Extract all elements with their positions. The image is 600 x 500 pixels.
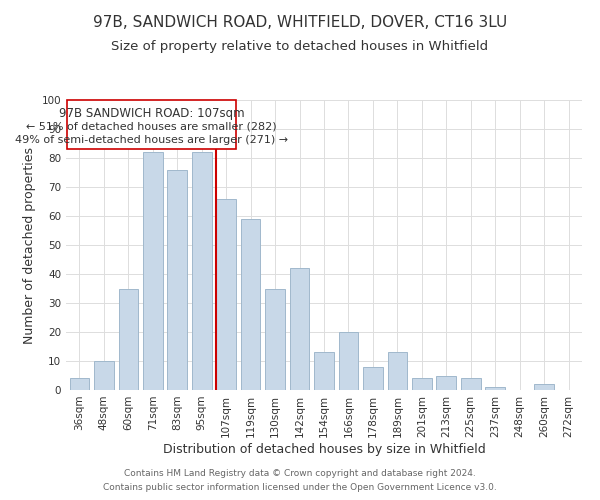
Y-axis label: Number of detached properties: Number of detached properties <box>23 146 36 344</box>
Bar <box>70 378 89 390</box>
Bar <box>535 384 554 390</box>
Bar <box>388 352 407 390</box>
Text: Contains HM Land Registry data © Crown copyright and database right 2024.: Contains HM Land Registry data © Crown c… <box>124 468 476 477</box>
Text: ← 51% of detached houses are smaller (282): ← 51% of detached houses are smaller (28… <box>26 122 277 132</box>
Text: Contains public sector information licensed under the Open Government Licence v3: Contains public sector information licen… <box>103 484 497 492</box>
Bar <box>167 170 187 390</box>
Bar <box>192 152 212 390</box>
Text: Size of property relative to detached houses in Whitfield: Size of property relative to detached ho… <box>112 40 488 53</box>
Bar <box>461 378 481 390</box>
Bar <box>217 198 236 390</box>
Bar <box>436 376 456 390</box>
Bar <box>119 288 138 390</box>
Bar <box>94 361 113 390</box>
FancyBboxPatch shape <box>67 100 236 150</box>
Bar <box>143 152 163 390</box>
Bar <box>241 219 260 390</box>
Bar <box>265 288 285 390</box>
Bar <box>363 367 383 390</box>
X-axis label: Distribution of detached houses by size in Whitfield: Distribution of detached houses by size … <box>163 442 485 456</box>
Text: 49% of semi-detached houses are larger (271) →: 49% of semi-detached houses are larger (… <box>15 135 288 145</box>
Bar <box>338 332 358 390</box>
Bar <box>314 352 334 390</box>
Bar <box>412 378 431 390</box>
Bar <box>485 387 505 390</box>
Text: 97B, SANDWICH ROAD, WHITFIELD, DOVER, CT16 3LU: 97B, SANDWICH ROAD, WHITFIELD, DOVER, CT… <box>93 15 507 30</box>
Bar <box>290 268 310 390</box>
Text: 97B SANDWICH ROAD: 107sqm: 97B SANDWICH ROAD: 107sqm <box>59 108 244 120</box>
